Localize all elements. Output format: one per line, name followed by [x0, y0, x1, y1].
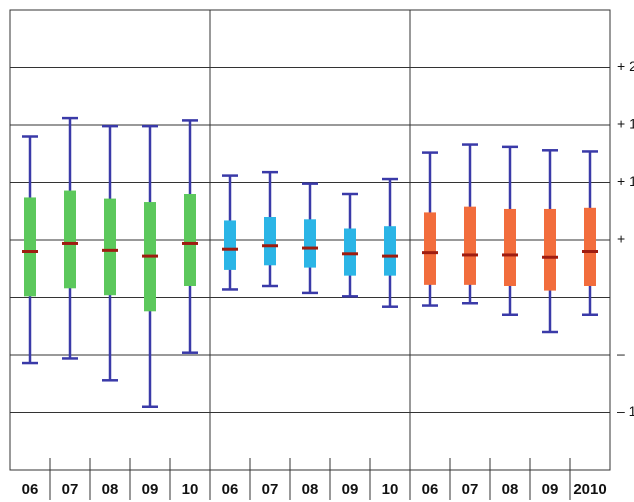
y-tick-label: + — [617, 231, 625, 247]
y-tick-label: + 1 — [617, 173, 634, 189]
box — [24, 197, 36, 297]
box — [64, 190, 76, 289]
x-tick-label: 06 — [22, 481, 39, 498]
y-tick-label: – 1 — [617, 403, 634, 419]
x-tick-label: 06 — [222, 481, 239, 498]
x-tick-label: 10 — [382, 481, 399, 498]
x-tick-label: 2010 — [573, 481, 606, 498]
x-tick-label: 09 — [142, 481, 159, 498]
box — [264, 217, 276, 266]
y-tick-label: – — [617, 346, 625, 362]
box — [384, 226, 396, 276]
box — [584, 207, 596, 286]
x-tick-label: 09 — [342, 481, 359, 498]
plot-frame — [9, 9, 611, 471]
x-tick-label: 07 — [462, 481, 479, 498]
box — [224, 220, 236, 270]
x-tick-label: 08 — [302, 481, 319, 498]
box — [304, 219, 316, 268]
x-tick-label: 08 — [502, 481, 519, 498]
x-tick-label: 07 — [62, 481, 79, 498]
box — [344, 228, 356, 276]
box — [424, 212, 436, 285]
x-tick-label: 06 — [422, 481, 439, 498]
box — [544, 208, 556, 291]
box — [504, 208, 516, 286]
box — [464, 206, 476, 285]
x-tick-label: 09 — [542, 481, 559, 498]
y-tick-label: + 2 — [617, 58, 634, 74]
x-tick-label: 10 — [182, 481, 199, 498]
y-tick-label: + 1 — [617, 116, 634, 132]
x-tick-label: 08 — [102, 481, 119, 498]
x-tick-label: 07 — [262, 481, 279, 498]
box — [104, 198, 116, 296]
box — [184, 194, 196, 286]
